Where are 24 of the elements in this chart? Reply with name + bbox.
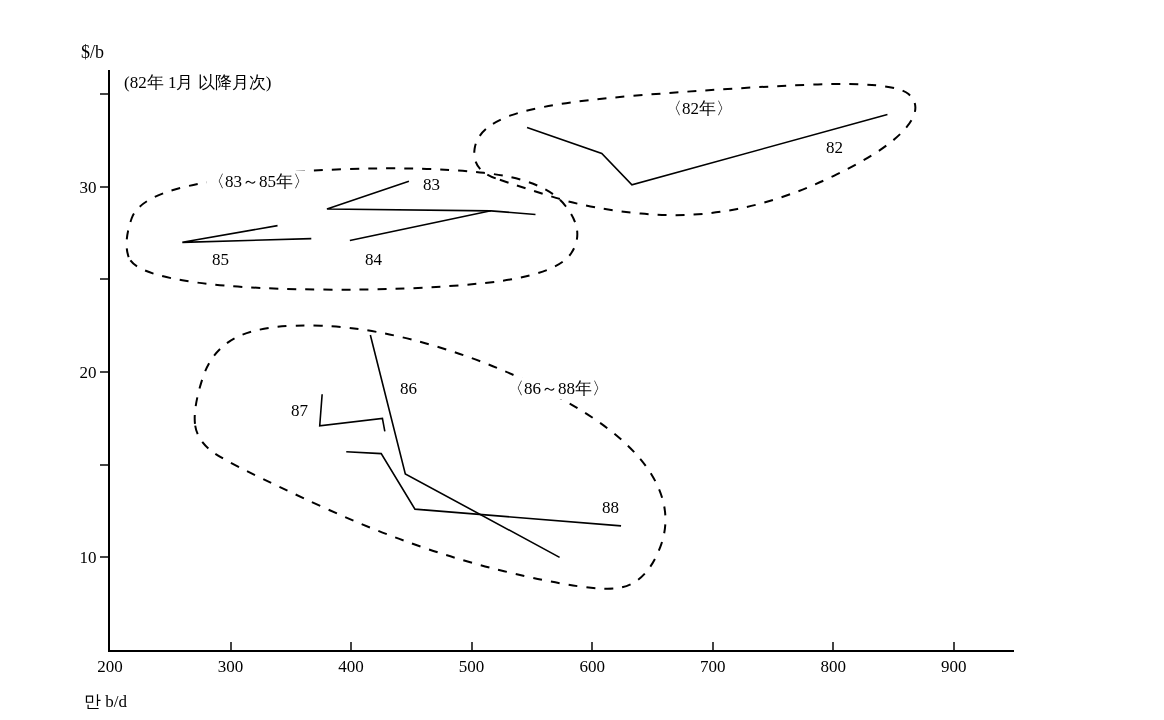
y-tick-label: 20 (79, 362, 97, 382)
x-axis-title: 만 b/d (84, 692, 128, 711)
annotation: (82年 1月 以降月次) (124, 73, 272, 92)
x-tick-label: 200 (97, 657, 123, 677)
x-tick-label: 800 (820, 657, 846, 677)
x-tick-label: 900 (940, 657, 967, 677)
x-tick-label: 500 (458, 657, 485, 677)
annotation: 〈86～88年〉 (507, 379, 609, 398)
x-tick-label: 300 (217, 657, 244, 677)
x-tick-label: 600 (579, 657, 605, 677)
y-tick-label: 30 (79, 177, 97, 197)
series-label: 88 (602, 498, 619, 517)
y-axis-title: $/b (81, 42, 105, 62)
series-label: 86 (400, 379, 417, 398)
series-label: 83 (423, 175, 440, 194)
x-tick-label: 400 (338, 657, 364, 677)
annotation: 〈82年〉 (665, 99, 733, 118)
series-label: 82 (826, 138, 843, 157)
series-label: 85 (212, 250, 229, 269)
x-tick-label: 700 (699, 657, 726, 677)
annotation: 〈83～85年〉 (208, 172, 310, 191)
y-tick-label: 10 (79, 548, 97, 568)
series-label: 84 (365, 250, 383, 269)
series-label: 87 (291, 401, 309, 420)
